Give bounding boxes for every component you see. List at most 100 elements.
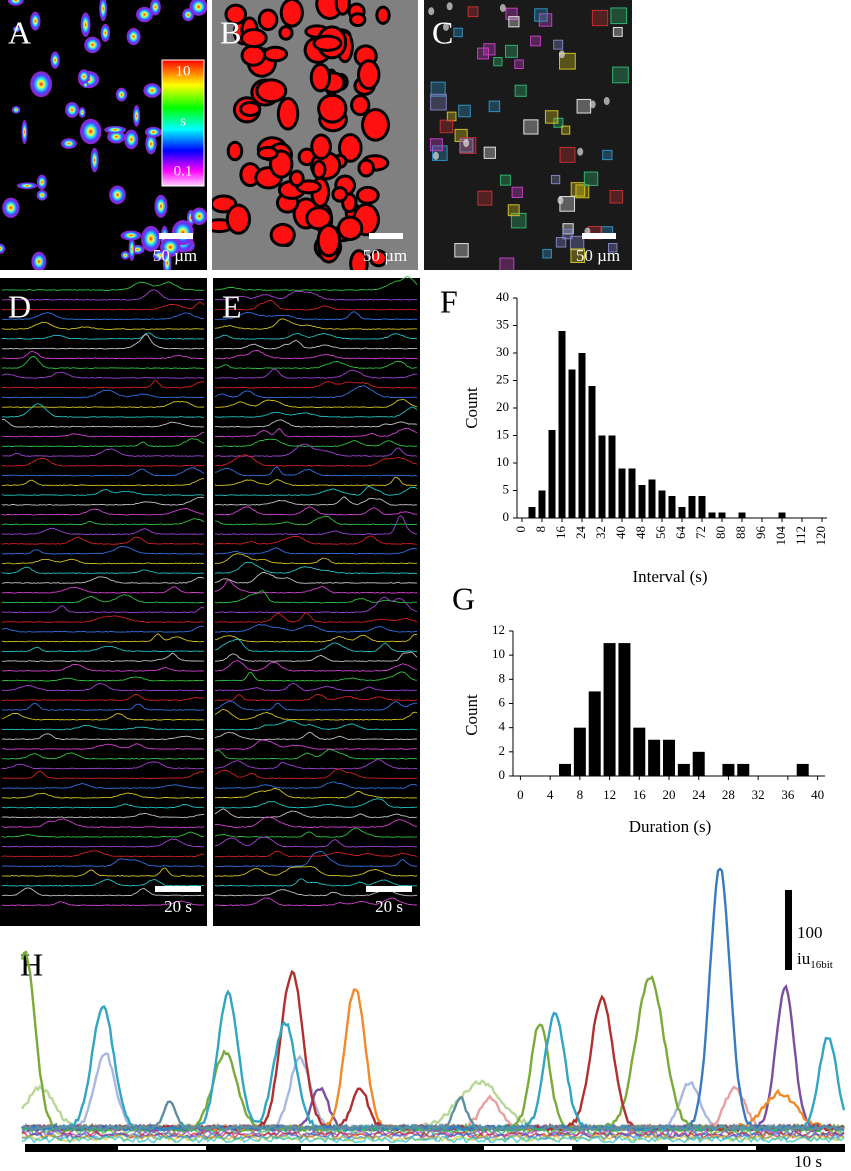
- cell: [0, 243, 6, 254]
- roi: [550, 174, 561, 185]
- mask-cell: [242, 103, 259, 114]
- trace: [214, 438, 418, 448]
- trace: [1, 496, 205, 506]
- x-tick-label: 40: [811, 787, 824, 802]
- trace: [214, 535, 418, 545]
- y-tick-label: 0: [499, 767, 506, 782]
- roi: [569, 235, 585, 251]
- scale-bar: [155, 886, 201, 892]
- trace: [21, 1132, 845, 1142]
- trace: [1, 887, 205, 897]
- trace: [1, 355, 205, 369]
- trace: [214, 623, 418, 633]
- cell: [143, 83, 161, 98]
- cell: [109, 185, 126, 205]
- roi: [523, 119, 539, 135]
- x-tick-label: 16: [633, 787, 647, 802]
- trace: [214, 561, 418, 575]
- trace: [214, 719, 418, 731]
- trace: [214, 332, 418, 340]
- roi: [576, 98, 592, 114]
- roi: [493, 56, 503, 67]
- roi: [534, 8, 548, 22]
- mask-cell: [243, 47, 264, 64]
- mask-cell: [360, 161, 372, 175]
- stimulus-on: [301, 1146, 389, 1150]
- cell: [31, 251, 47, 270]
- mask-cell: [212, 197, 235, 211]
- roi: [612, 66, 629, 84]
- cell: [7, 0, 24, 6]
- trace: [1, 380, 205, 389]
- roi: [453, 27, 463, 38]
- cell: [132, 105, 141, 127]
- roi: [530, 35, 541, 47]
- x-tick-label: 40: [613, 526, 628, 539]
- cell: [432, 151, 439, 160]
- trace: [1, 625, 205, 633]
- trace: [21, 983, 845, 1134]
- trace: [214, 427, 418, 438]
- roi: [570, 248, 585, 263]
- mask-cell: [272, 225, 293, 244]
- bar: [778, 512, 786, 518]
- y-tick-label: 5: [503, 481, 510, 496]
- trace: [1, 403, 204, 418]
- mask-cell: [371, 252, 385, 265]
- panel-label: C: [432, 14, 453, 50]
- bar: [538, 490, 546, 518]
- bar: [678, 507, 686, 518]
- bar: [663, 739, 675, 776]
- mask-cell: [279, 99, 297, 128]
- trace: [1, 432, 205, 438]
- cell: [160, 237, 181, 257]
- mask-cell: [298, 182, 319, 192]
- roi: [499, 257, 515, 270]
- mask-cell: [281, 28, 291, 38]
- x-axis-label: Duration (s): [629, 817, 712, 836]
- cell: [150, 0, 161, 16]
- trace: [214, 850, 418, 868]
- trace: [1, 733, 205, 741]
- trace: [2, 743, 205, 750]
- cell: [80, 118, 102, 145]
- x-tick-label: 56: [653, 526, 668, 540]
- y-tick-label: 40: [496, 289, 509, 304]
- trace: [1, 663, 205, 672]
- trace: [1, 605, 205, 614]
- cell: [162, 250, 172, 270]
- mask-cell: [339, 218, 361, 238]
- trace: [214, 318, 418, 330]
- cell: [36, 174, 47, 190]
- cell: [50, 51, 60, 69]
- cell: [100, 23, 110, 43]
- mask-cell: [260, 11, 276, 29]
- colorbar-max: 10: [176, 63, 191, 79]
- trace: [1, 371, 205, 379]
- trace: [214, 808, 418, 819]
- trace: [20, 1079, 846, 1133]
- trace: [21, 969, 845, 1134]
- trace: [214, 485, 418, 496]
- trace: [214, 496, 418, 506]
- trace: [214, 816, 418, 828]
- cell: [126, 27, 141, 46]
- cell: [557, 196, 564, 205]
- panel-label: E: [222, 288, 242, 324]
- mask-cell: [353, 97, 368, 114]
- trace: [214, 731, 418, 741]
- panel-label: B: [220, 14, 241, 50]
- trace: [214, 651, 418, 662]
- x-tick-label: 24: [692, 787, 706, 802]
- trace: [1, 803, 205, 809]
- x-tick-label: 80: [713, 526, 728, 539]
- mask-cell: [259, 148, 276, 158]
- roi: [507, 204, 520, 217]
- bar: [633, 727, 646, 776]
- trace: [214, 290, 418, 301]
- bar: [737, 763, 750, 776]
- trace: [214, 878, 418, 887]
- trace: [1, 301, 205, 311]
- trace: [1, 312, 205, 321]
- bar: [668, 496, 676, 518]
